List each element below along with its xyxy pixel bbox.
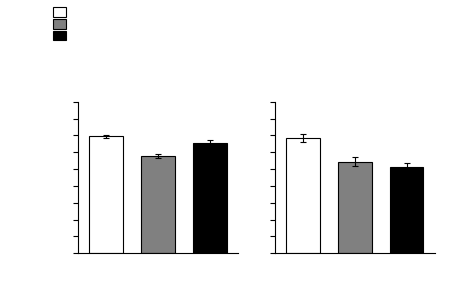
Bar [193, 143, 227, 253]
Bar [141, 156, 175, 253]
Legend: 野生型ヘテロ（コントロール）, PQBP1変異体, PQBP1変異体+時期特異的レスキュー: 野生型ヘテロ（コントロール）, PQBP1変異体, PQBP1変異体+時期特異的… [51, 5, 273, 42]
Bar [286, 138, 320, 253]
Bar [338, 162, 372, 253]
Bar [89, 136, 123, 253]
Bar [390, 166, 424, 253]
